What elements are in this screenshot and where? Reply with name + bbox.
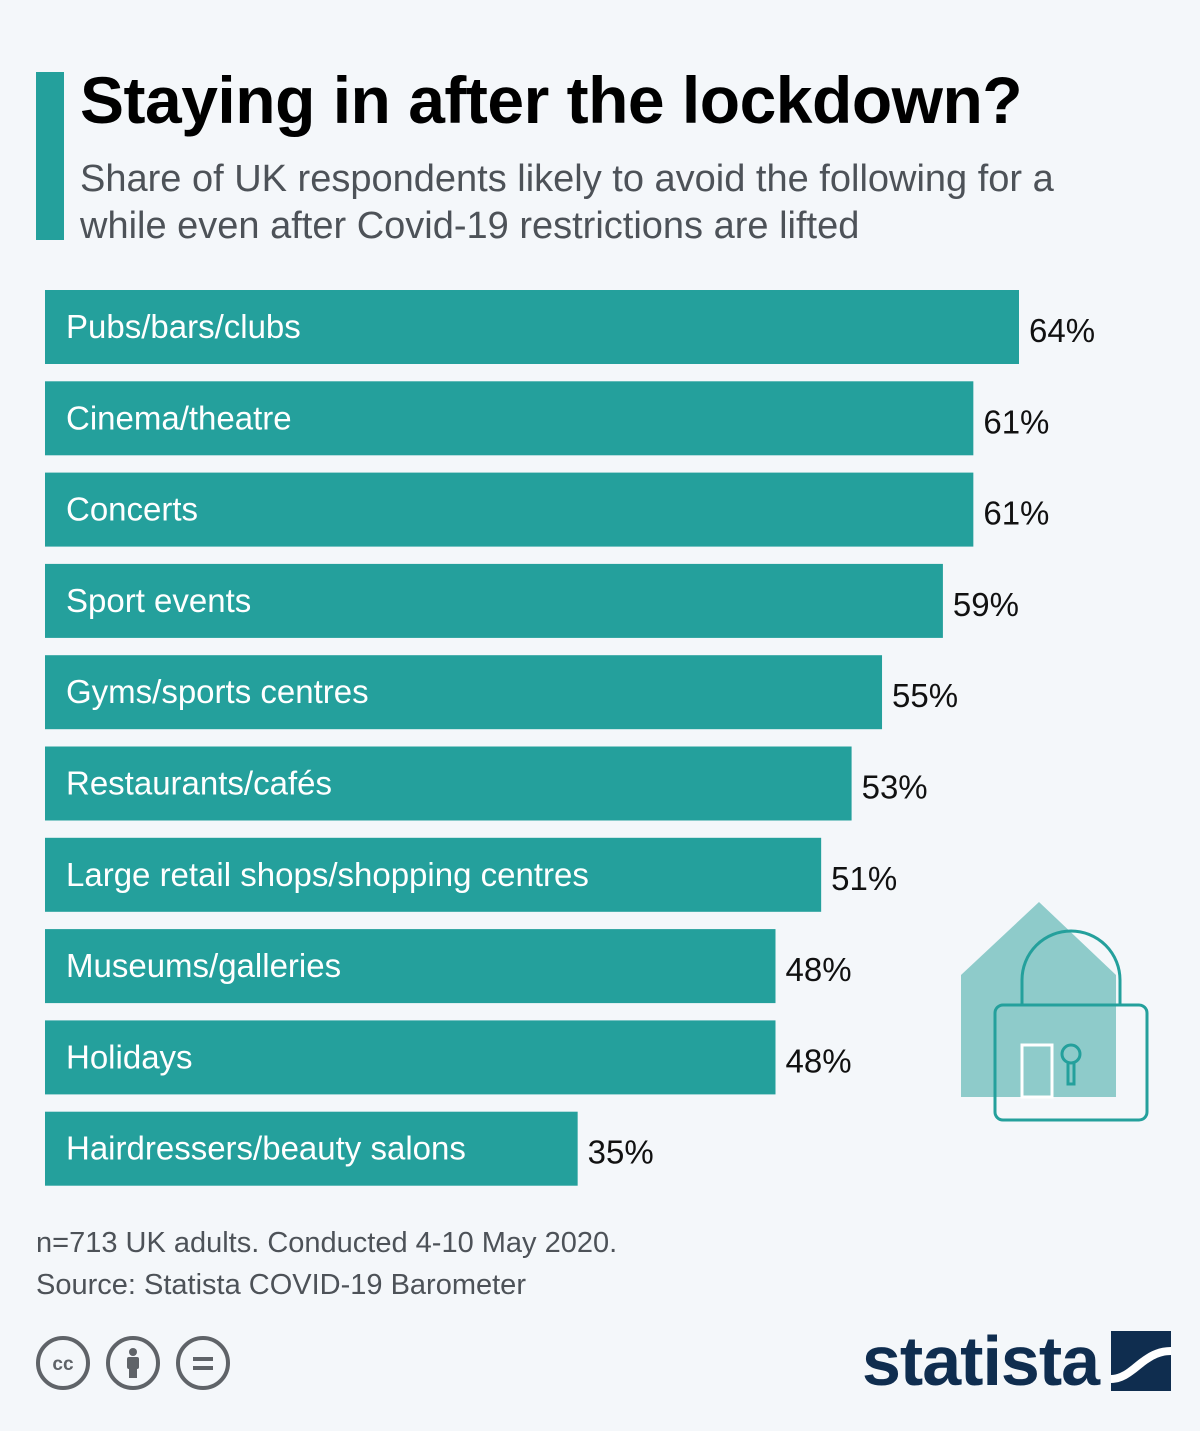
value-label-8: 48% — [786, 1042, 852, 1079]
bar-label-9: Hairdressers/beauty salons — [66, 1130, 466, 1167]
bar-6 — [45, 837, 822, 912]
bar-label-6: Large retail shops/shopping centres — [66, 856, 589, 893]
bar-8 — [45, 1020, 776, 1095]
bar-5 — [45, 746, 852, 821]
brand-name: statista — [862, 1322, 1100, 1400]
title-accent-bar — [36, 72, 64, 240]
bar-7 — [45, 929, 776, 1004]
creative-commons-icon[interactable]: cc — [36, 1336, 90, 1390]
bar-3 — [45, 563, 943, 638]
statista-logo-icon — [1111, 1331, 1172, 1391]
bar-label-0: Pubs/bars/clubs — [66, 308, 301, 345]
bar-9 — [45, 1111, 578, 1186]
bar-label-2: Concerts — [66, 491, 198, 528]
value-label-1: 61% — [983, 403, 1049, 440]
value-label-4: 55% — [892, 677, 958, 714]
bar-label-4: Gyms/sports centres — [66, 673, 369, 710]
value-label-5: 53% — [862, 769, 928, 806]
bar-label-5: Restaurants/cafés — [66, 765, 332, 802]
source-note: Source: Statista COVID-19 Barometer — [36, 1269, 526, 1301]
bar-label-3: Sport events — [66, 582, 251, 619]
bar-1 — [45, 381, 974, 456]
bar-4 — [45, 655, 883, 730]
attribution-icon[interactable] — [106, 1336, 160, 1390]
bar-0 — [45, 290, 1019, 364]
footnote: n=713 UK adults. Conducted 4-10 May 2020… — [36, 1222, 617, 1306]
house-padlock-icon — [961, 902, 1149, 1122]
value-label-0: 64% — [1029, 312, 1095, 349]
sample-note: n=713 UK adults. Conducted 4-10 May 2020… — [36, 1227, 618, 1259]
value-label-3: 59% — [953, 586, 1019, 623]
value-label-6: 51% — [831, 860, 897, 897]
value-label-9: 35% — [588, 1134, 654, 1171]
svg-text:cc: cc — [52, 1354, 74, 1375]
value-label-7: 48% — [786, 951, 852, 988]
chart-title: Staying in after the lockdown? — [80, 63, 1023, 137]
license-icons: cc — [36, 1336, 230, 1390]
statista-brand[interactable]: statista — [862, 1322, 1172, 1400]
value-label-2: 61% — [983, 495, 1049, 532]
bar-2 — [45, 472, 974, 547]
bar-label-8: Holidays — [66, 1038, 193, 1075]
no-derivatives-icon[interactable] — [176, 1336, 230, 1390]
chart-subtitle: Share of UK respondents likely to avoid … — [80, 158, 1054, 247]
bar-label-7: Museums/galleries — [66, 947, 341, 984]
bar-label-1: Cinema/theatre — [66, 399, 292, 436]
